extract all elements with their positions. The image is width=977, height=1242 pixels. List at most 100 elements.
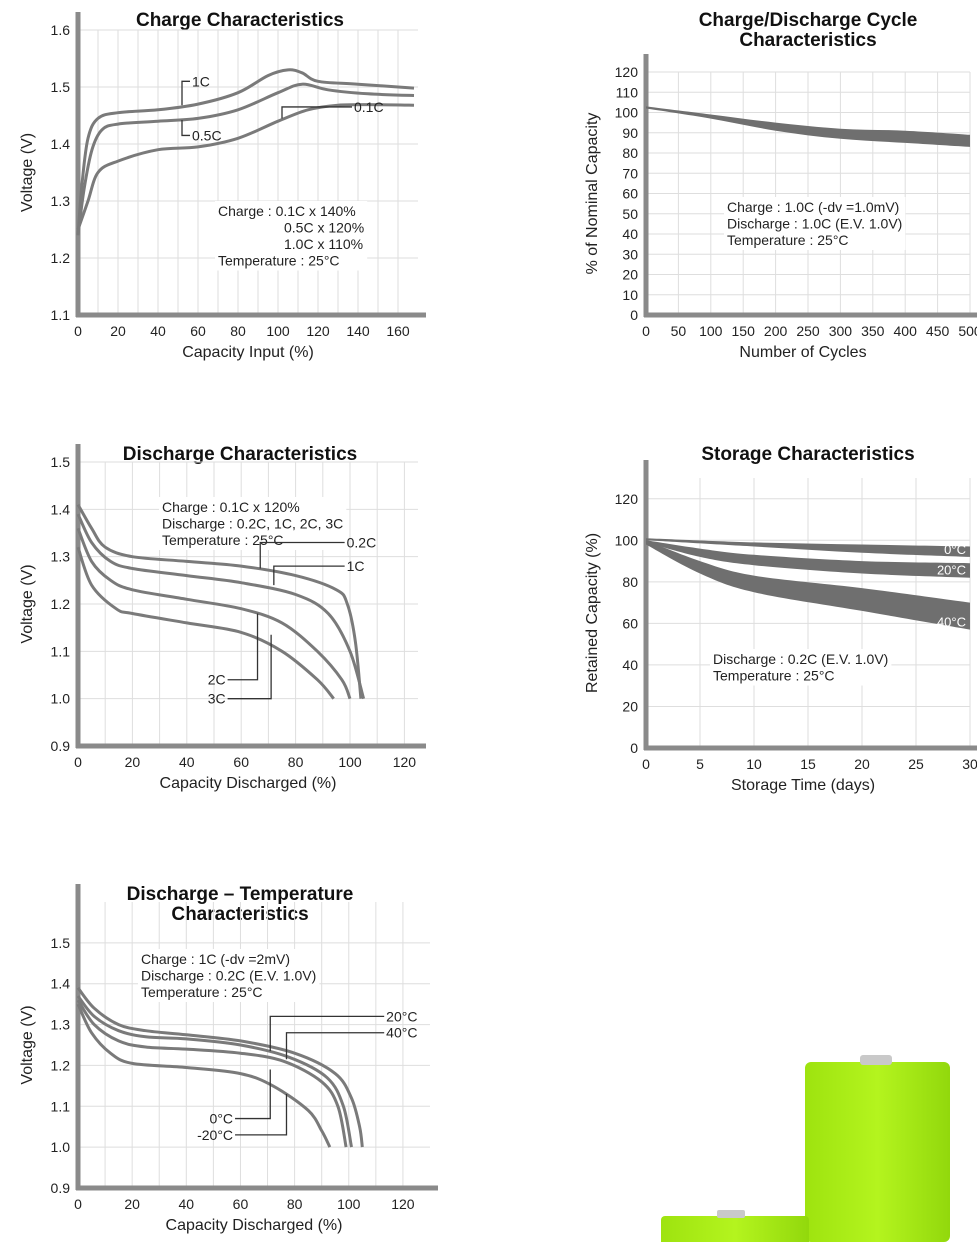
x-tick-label: 120 — [391, 1196, 415, 1212]
y-tick-label: 100 — [615, 532, 639, 548]
annotation-background — [159, 497, 347, 550]
x-tick-label: 0 — [642, 756, 650, 772]
x-tick-label: 120 — [393, 754, 417, 770]
y-tick-label: 30 — [622, 246, 638, 262]
x-tick-label: 160 — [386, 323, 410, 339]
y-tick-label: 80 — [622, 145, 638, 161]
annotation-background — [138, 949, 320, 1002]
x-axis-label: Capacity Discharged (%) — [166, 1217, 343, 1234]
x-tick-label: 60 — [190, 323, 206, 339]
x-tick-label: 0 — [74, 323, 82, 339]
x-tick-label: 80 — [288, 754, 304, 770]
tall-battery-icon — [805, 1055, 950, 1242]
leader-line — [235, 1069, 271, 1120]
x-tick-label: 40 — [150, 323, 166, 339]
x-tick-label: 100 — [338, 754, 362, 770]
annotation-background — [724, 197, 906, 250]
chart-annotation: Charge : 0.1C x 120%Discharge : 0.2C, 1C… — [159, 497, 347, 550]
y-tick-label: 1.4 — [51, 501, 71, 517]
leader-line — [285, 1032, 385, 1060]
x-axis-label: Storage Time (days) — [731, 777, 875, 794]
capacity-band — [646, 106, 970, 147]
leader-line — [227, 634, 272, 700]
series-label: 20°C — [386, 1008, 417, 1024]
discharge-characteristics-chart: Discharge Characteristics 0 20 40 60 80 100 120… — [19, 444, 426, 792]
series-label: 1C — [192, 73, 210, 89]
series-line — [76, 513, 366, 700]
band-label: 40°C — [937, 615, 966, 630]
y-tick-label: 1.3 — [51, 1017, 71, 1033]
y-tick-label: 10 — [622, 287, 638, 303]
x-tick-label: 120 — [306, 323, 330, 339]
series-line — [76, 103, 415, 231]
series-label: 40°C — [386, 1025, 417, 1041]
x-tick-label: 150 — [732, 323, 756, 339]
annotation-line: Temperature : 25°C — [727, 232, 849, 248]
y-tick-label: 1.0 — [51, 691, 71, 707]
y-tick-label: 110 — [616, 84, 639, 100]
x-tick-label: 15 — [800, 756, 816, 772]
x-tick-label: 30 — [962, 756, 977, 772]
annotation-line: Discharge : 0.2C (E.V. 1.0V) — [713, 651, 888, 667]
x-tick-label: 0 — [74, 754, 82, 770]
annotation-line: Discharge : 1.0C (E.V. 1.0V) — [727, 216, 902, 232]
y-axis-label: Voltage (V) — [19, 1005, 36, 1084]
y-tick-label: 70 — [622, 165, 638, 181]
series-label: 0.5C — [192, 127, 222, 143]
x-tick-label: 5 — [696, 756, 704, 772]
series-line — [76, 527, 352, 700]
y-tick-label: 1.3 — [51, 549, 71, 565]
x-tick-label: 100 — [266, 323, 290, 339]
y-tick-label: 1.2 — [51, 1057, 71, 1073]
y-tick-label: 1.2 — [51, 596, 71, 612]
annotation-line: Discharge : 0.2C (E.V. 1.0V) — [141, 968, 316, 984]
series-label: 0.1C — [354, 99, 384, 115]
annotation-line: Charge : 0.1C x 140% — [218, 203, 356, 219]
y-tick-label: 1.5 — [51, 454, 71, 470]
x-tick-label: 40 — [179, 754, 195, 770]
chart-annotation: Charge : 0.1C x 140%0.5C x 120%1.0C x 11… — [215, 201, 368, 271]
y-tick-label: 40 — [622, 657, 638, 673]
leader-line — [273, 565, 345, 586]
short-battery-icon — [661, 1210, 809, 1242]
x-tick-label: 80 — [230, 323, 246, 339]
series-line — [76, 68, 415, 236]
leader-line — [281, 106, 352, 119]
chart-annotation: Discharge : 0.2C (E.V. 1.0V)Temperature … — [710, 649, 892, 686]
x-tick-label: 200 — [764, 323, 788, 339]
series-label: 2C — [208, 672, 226, 688]
y-tick-label: 50 — [622, 206, 638, 222]
y-tick-label: 0.9 — [51, 738, 71, 754]
y-tick-label: 120 — [615, 491, 639, 507]
y-tick-label: 120 — [615, 64, 639, 80]
x-tick-label: 100 — [337, 1196, 361, 1212]
x-tick-label: 80 — [287, 1196, 303, 1212]
y-tick-label: 1.4 — [51, 976, 71, 992]
series-line — [76, 995, 353, 1148]
series-label: 0°C — [210, 1111, 234, 1127]
x-tick-label: 0 — [642, 323, 650, 339]
x-tick-label: 100 — [699, 323, 723, 339]
series-line — [76, 82, 415, 236]
x-tick-label: 60 — [233, 1196, 249, 1212]
annotation-line: Temperature : 25°C — [141, 984, 263, 1000]
capacity-band — [646, 540, 970, 630]
annotation-line: 1.0C x 110% — [284, 236, 363, 252]
x-tick-label: 50 — [671, 323, 687, 339]
chart-annotation: Charge : 1.0C (-dv =1.0mV)Discharge : 1.… — [724, 197, 906, 250]
y-tick-label: 1.5 — [51, 935, 71, 951]
annotation-line: Charge : 0.1C x 120% — [162, 499, 300, 515]
x-axis-label: Number of Cycles — [739, 344, 866, 361]
grid — [645, 478, 971, 749]
annotation-line: Temperature : 25°C — [713, 668, 835, 684]
chart-title: Charge Characteristics — [136, 10, 344, 31]
series-line — [76, 999, 348, 1148]
storage-characteristics-chart: Storage Characteristics 0 5 10 15 20 25 30 0 20 40… — [584, 444, 977, 794]
y-axis-label: Voltage (V) — [19, 133, 36, 212]
y-axis-label: % of Nominal Capacity — [584, 113, 601, 275]
x-tick-label: 10 — [746, 756, 762, 772]
annotation-line: Charge : 1.0C (-dv =1.0mV) — [727, 199, 899, 215]
leader-line — [227, 613, 259, 681]
charge-characteristics-chart: Charge Characteristics 0 20 40 60 80 100 120 140… — [19, 10, 426, 361]
